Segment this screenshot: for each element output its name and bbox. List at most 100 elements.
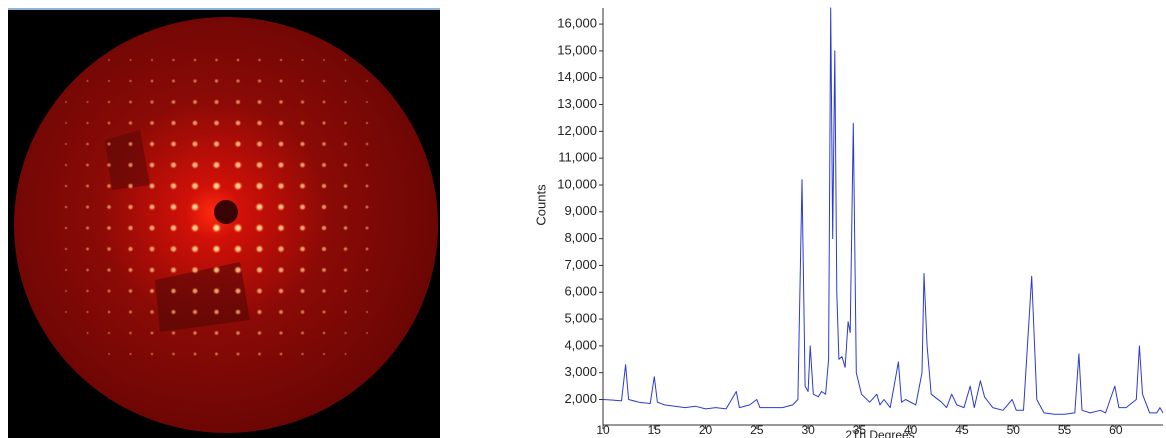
spot: [171, 78, 176, 84]
spot: [276, 181, 286, 191]
spot: [190, 202, 200, 212]
spot: [234, 308, 242, 316]
spot: [343, 141, 348, 147]
spot: [254, 223, 265, 233]
spot: [299, 266, 306, 274]
spot: [213, 78, 220, 84]
spot: [192, 351, 198, 357]
spot: [169, 202, 178, 212]
spot: [235, 78, 241, 84]
spot: [170, 119, 177, 127]
spot: [148, 203, 156, 211]
spot: [106, 183, 112, 189]
spot: [298, 224, 307, 232]
spot: [64, 142, 68, 146]
spot: [321, 99, 327, 105]
spot: [277, 119, 285, 127]
spot: [211, 222, 222, 234]
spot: [191, 308, 199, 316]
diffraction-image: [8, 8, 440, 438]
spot: [278, 309, 284, 315]
spot: [128, 309, 133, 315]
spot: [190, 265, 200, 275]
spot: [342, 267, 349, 273]
x-tick-label: 45: [955, 423, 969, 437]
spot: [64, 268, 68, 272]
spot: [343, 331, 348, 335]
spot: [322, 58, 326, 62]
spot: [277, 287, 285, 295]
spot: [106, 162, 112, 168]
x-tick-label: 30: [801, 423, 815, 437]
spot: [127, 266, 134, 274]
spot: [300, 352, 305, 356]
spot: [149, 120, 155, 126]
spot: [170, 309, 177, 315]
y-tick-label: 10,000: [557, 176, 597, 191]
spot: [298, 161, 307, 169]
spot: [235, 57, 241, 63]
spot: [298, 203, 307, 211]
spot: [85, 204, 90, 210]
x-tick-label: 20: [699, 423, 713, 437]
spot: [190, 223, 200, 233]
spot: [364, 267, 370, 273]
spot: [321, 120, 327, 126]
spot: [233, 265, 243, 275]
spot: [127, 224, 134, 232]
spot: [233, 181, 243, 191]
x-tick-label: 50: [1007, 423, 1021, 437]
spot: [342, 225, 349, 231]
spot: [128, 352, 133, 356]
spot: [234, 287, 242, 295]
spot: [278, 99, 284, 105]
spot: [299, 309, 306, 315]
spot: [64, 184, 68, 188]
spot: [278, 330, 284, 336]
spot: [106, 267, 112, 273]
shadow: [155, 262, 250, 332]
spot: [148, 245, 156, 253]
y-tick-label: 13,000: [557, 96, 597, 111]
spot: [127, 161, 134, 169]
spot: [277, 161, 285, 169]
spot: [64, 205, 68, 209]
y-tick-label: 8,000: [564, 230, 597, 245]
spot: [150, 58, 154, 62]
spot: [255, 160, 264, 170]
spot: [190, 181, 200, 191]
spot: [64, 289, 68, 293]
spot: [364, 246, 370, 252]
spot: [343, 79, 348, 83]
spot: [342, 246, 349, 252]
spot: [170, 287, 177, 295]
spot: [213, 308, 220, 316]
spot: [320, 245, 328, 253]
spot: [212, 265, 221, 275]
spot: [148, 182, 156, 190]
y-tick-label: 9,000: [564, 203, 597, 218]
spot: [234, 119, 242, 127]
spot: [234, 98, 242, 106]
y-tick-label: 11,000: [558, 150, 597, 165]
spot: [106, 246, 112, 252]
spot: [343, 288, 348, 294]
spot: [233, 244, 243, 254]
spot: [321, 330, 327, 336]
data-line: [603, 7, 1164, 415]
spot: [128, 58, 133, 62]
beam-stop: [214, 200, 238, 224]
spot: [257, 57, 262, 63]
spot: [276, 202, 286, 212]
spot: [85, 225, 90, 231]
spot: [320, 203, 328, 211]
spot: [364, 141, 370, 147]
shadow: [105, 130, 150, 190]
spot: [365, 310, 369, 314]
spot: [148, 224, 156, 232]
spot: [107, 79, 111, 83]
spot: [364, 204, 370, 210]
spot: [106, 120, 112, 126]
spot: [254, 202, 265, 212]
